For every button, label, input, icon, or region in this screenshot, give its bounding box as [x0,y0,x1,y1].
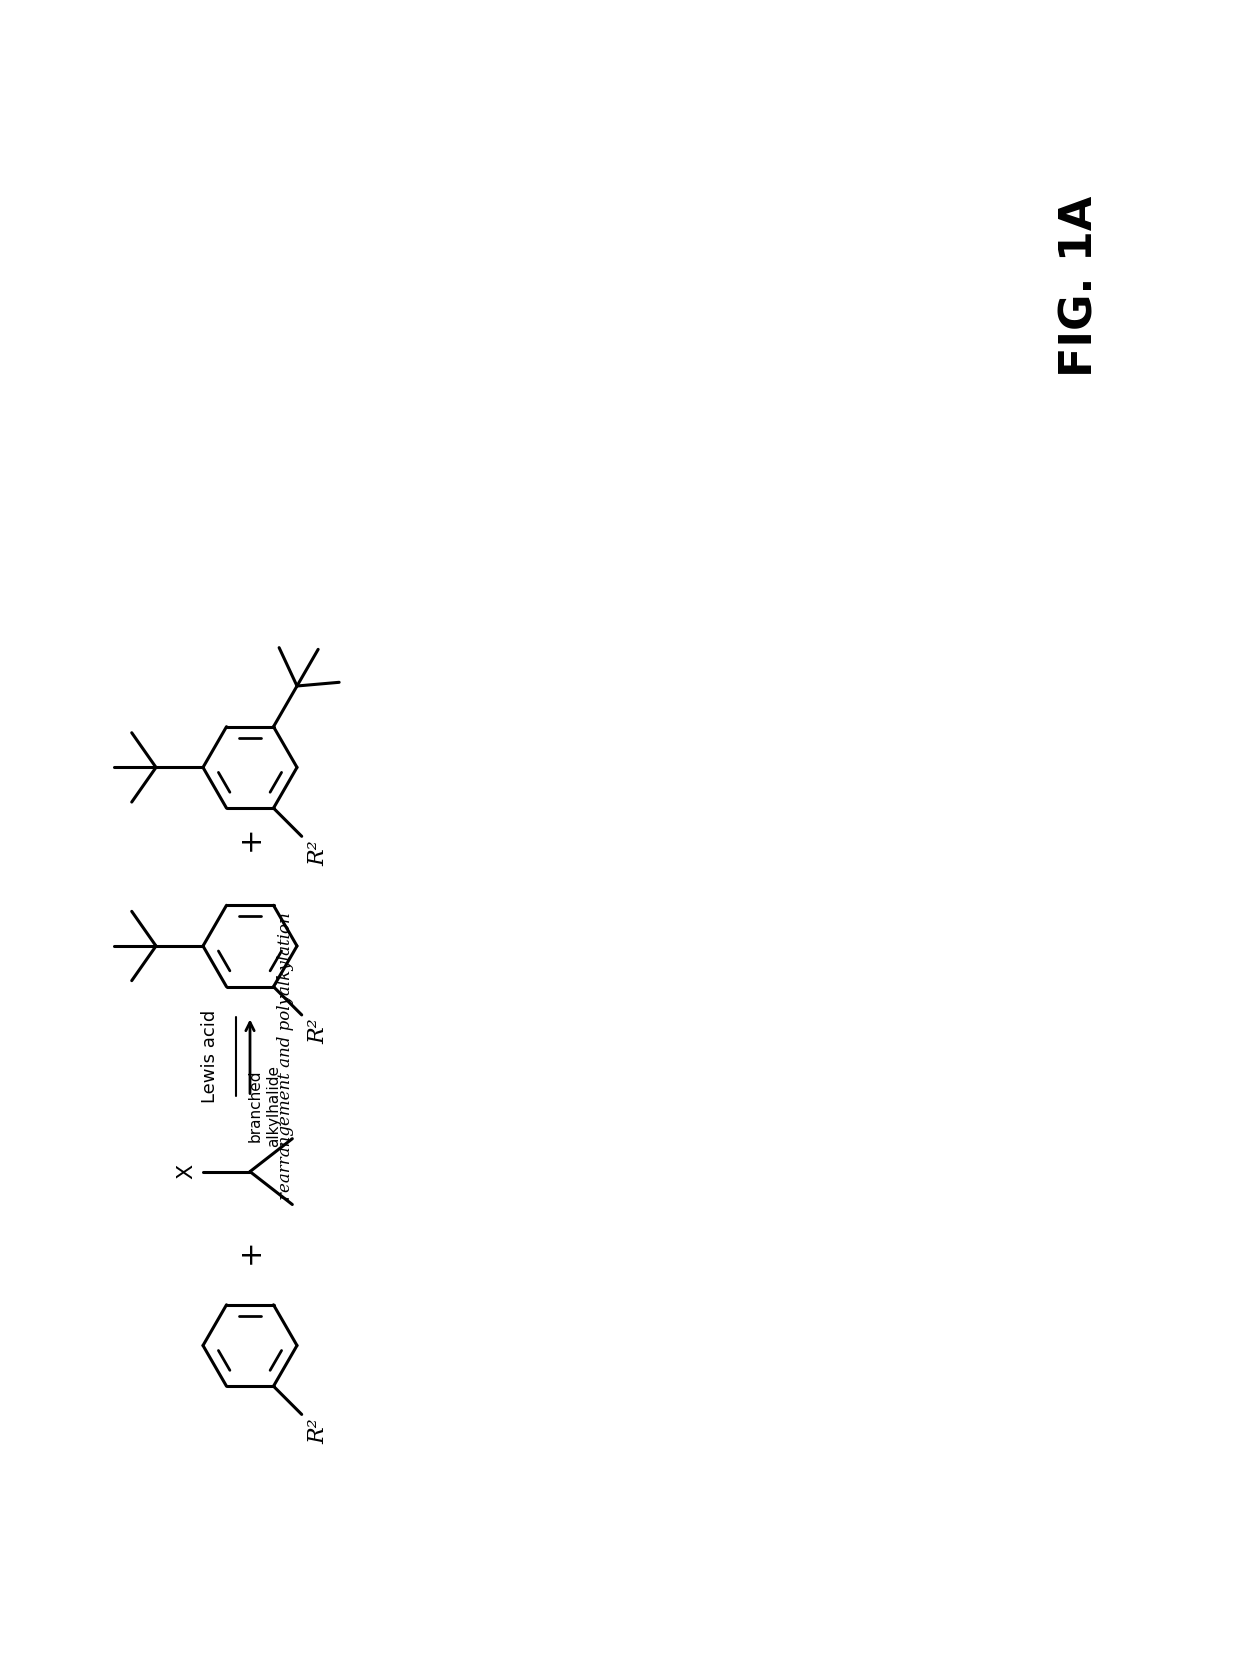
Text: rearrangement and polyalkylation: rearrangement and polyalkylation [277,913,294,1200]
Text: R²: R² [308,1418,329,1444]
Text: R²: R² [308,840,329,866]
Text: +: + [236,1240,264,1264]
Text: branched
alkylhalide: branched alkylhalide [247,1065,281,1146]
Text: R²: R² [308,1018,329,1045]
Text: Lewis acid: Lewis acid [201,1010,219,1103]
Text: FIG. 1A: FIG. 1A [1059,195,1101,377]
Text: X: X [176,1165,197,1180]
Text: +: + [236,825,264,851]
